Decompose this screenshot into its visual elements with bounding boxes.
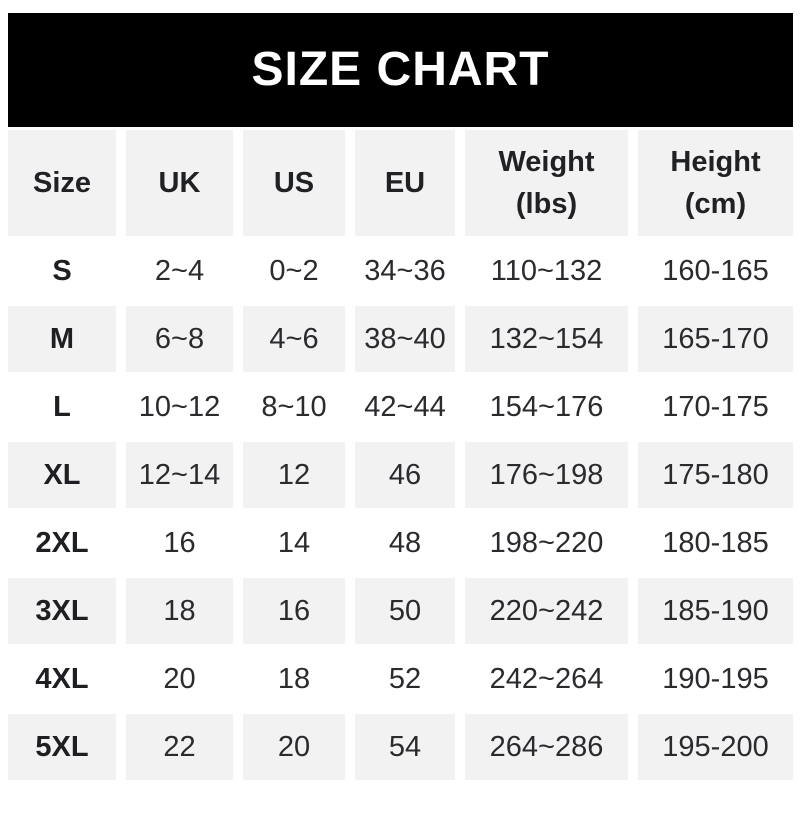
column-header-weight: Weight (lbs) (465, 130, 628, 236)
weight-cell: 242~264 (465, 646, 628, 712)
height-cell: 175-180 (638, 442, 793, 508)
us-cell: 14 (243, 510, 345, 576)
weight-cell: 176~198 (465, 442, 628, 508)
height-cell: 165-170 (638, 306, 793, 372)
size-cell: 4XL (8, 646, 116, 712)
us-cell: 4~6 (243, 306, 345, 372)
eu-cell: 50 (355, 578, 455, 644)
eu-cell: 42~44 (355, 374, 455, 440)
us-cell: 20 (243, 714, 345, 780)
us-cell: 18 (243, 646, 345, 712)
uk-cell: 6~8 (126, 306, 233, 372)
uk-cell: 12~14 (126, 442, 233, 508)
uk-cell: 20 (126, 646, 233, 712)
eu-cell: 46 (355, 442, 455, 508)
us-cell: 8~10 (243, 374, 345, 440)
uk-cell: 22 (126, 714, 233, 780)
height-cell: 190-195 (638, 646, 793, 712)
size-cell: XL (8, 442, 116, 508)
us-cell: 0~2 (243, 238, 345, 304)
eu-cell: 48 (355, 510, 455, 576)
uk-cell: 18 (126, 578, 233, 644)
weight-cell: 110~132 (465, 238, 628, 304)
eu-cell: 52 (355, 646, 455, 712)
weight-cell: 264~286 (465, 714, 628, 780)
us-cell: 16 (243, 578, 345, 644)
size-cell: 2XL (8, 510, 116, 576)
height-cell: 160-165 (638, 238, 793, 304)
size-cell: 5XL (8, 714, 116, 780)
column-header-size: Size (8, 130, 116, 236)
size-cell: L (8, 374, 116, 440)
weight-cell: 220~242 (465, 578, 628, 644)
size-chart-table: Size UK US EU Weight (lbs) Height (cm) S… (8, 130, 793, 780)
us-cell: 12 (243, 442, 345, 508)
weight-cell: 154~176 (465, 374, 628, 440)
eu-cell: 38~40 (355, 306, 455, 372)
eu-cell: 54 (355, 714, 455, 780)
eu-cell: 34~36 (355, 238, 455, 304)
column-header-us: US (243, 130, 345, 236)
page-title: SIZE CHART (251, 43, 550, 96)
size-cell: S (8, 238, 116, 304)
uk-cell: 10~12 (126, 374, 233, 440)
uk-cell: 16 (126, 510, 233, 576)
weight-cell: 132~154 (465, 306, 628, 372)
column-header-uk: UK (126, 130, 233, 236)
height-cell: 185-190 (638, 578, 793, 644)
size-chart-banner: SIZE CHART (8, 13, 793, 127)
column-header-height: Height (cm) (638, 130, 793, 236)
column-header-eu: EU (355, 130, 455, 236)
uk-cell: 2~4 (126, 238, 233, 304)
height-cell: 170-175 (638, 374, 793, 440)
weight-cell: 198~220 (465, 510, 628, 576)
size-cell: 3XL (8, 578, 116, 644)
size-chart-page: SIZE CHART Size UK US EU Weight (lbs) He… (8, 13, 793, 780)
height-cell: 180-185 (638, 510, 793, 576)
size-cell: M (8, 306, 116, 372)
height-cell: 195-200 (638, 714, 793, 780)
